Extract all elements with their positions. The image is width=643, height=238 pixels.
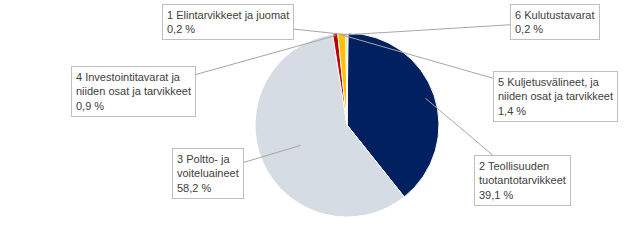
svg-text:3 Poltto- javoiteluaineet58,2: 3 Poltto- javoiteluaineet58,2 % [177, 153, 239, 194]
svg-text:2 Teollisuudentuotantotarvikke: 2 Teollisuudentuotantotarvikkeet39,1 % [479, 160, 566, 201]
svg-text:5 Kuljetusvälineet, janiiden o: 5 Kuljetusvälineet, janiiden osat ja tar… [498, 76, 613, 117]
svg-text:1 Elintarvikkeet ja juomat0,2: 1 Elintarvikkeet ja juomat0,2 % [167, 9, 289, 35]
svg-text:6 Kulutustavarat0,2 %: 6 Kulutustavarat0,2 % [515, 9, 595, 35]
svg-text:4 Investointitavarat janiiden: 4 Investointitavarat janiiden osat ja ta… [76, 71, 191, 112]
